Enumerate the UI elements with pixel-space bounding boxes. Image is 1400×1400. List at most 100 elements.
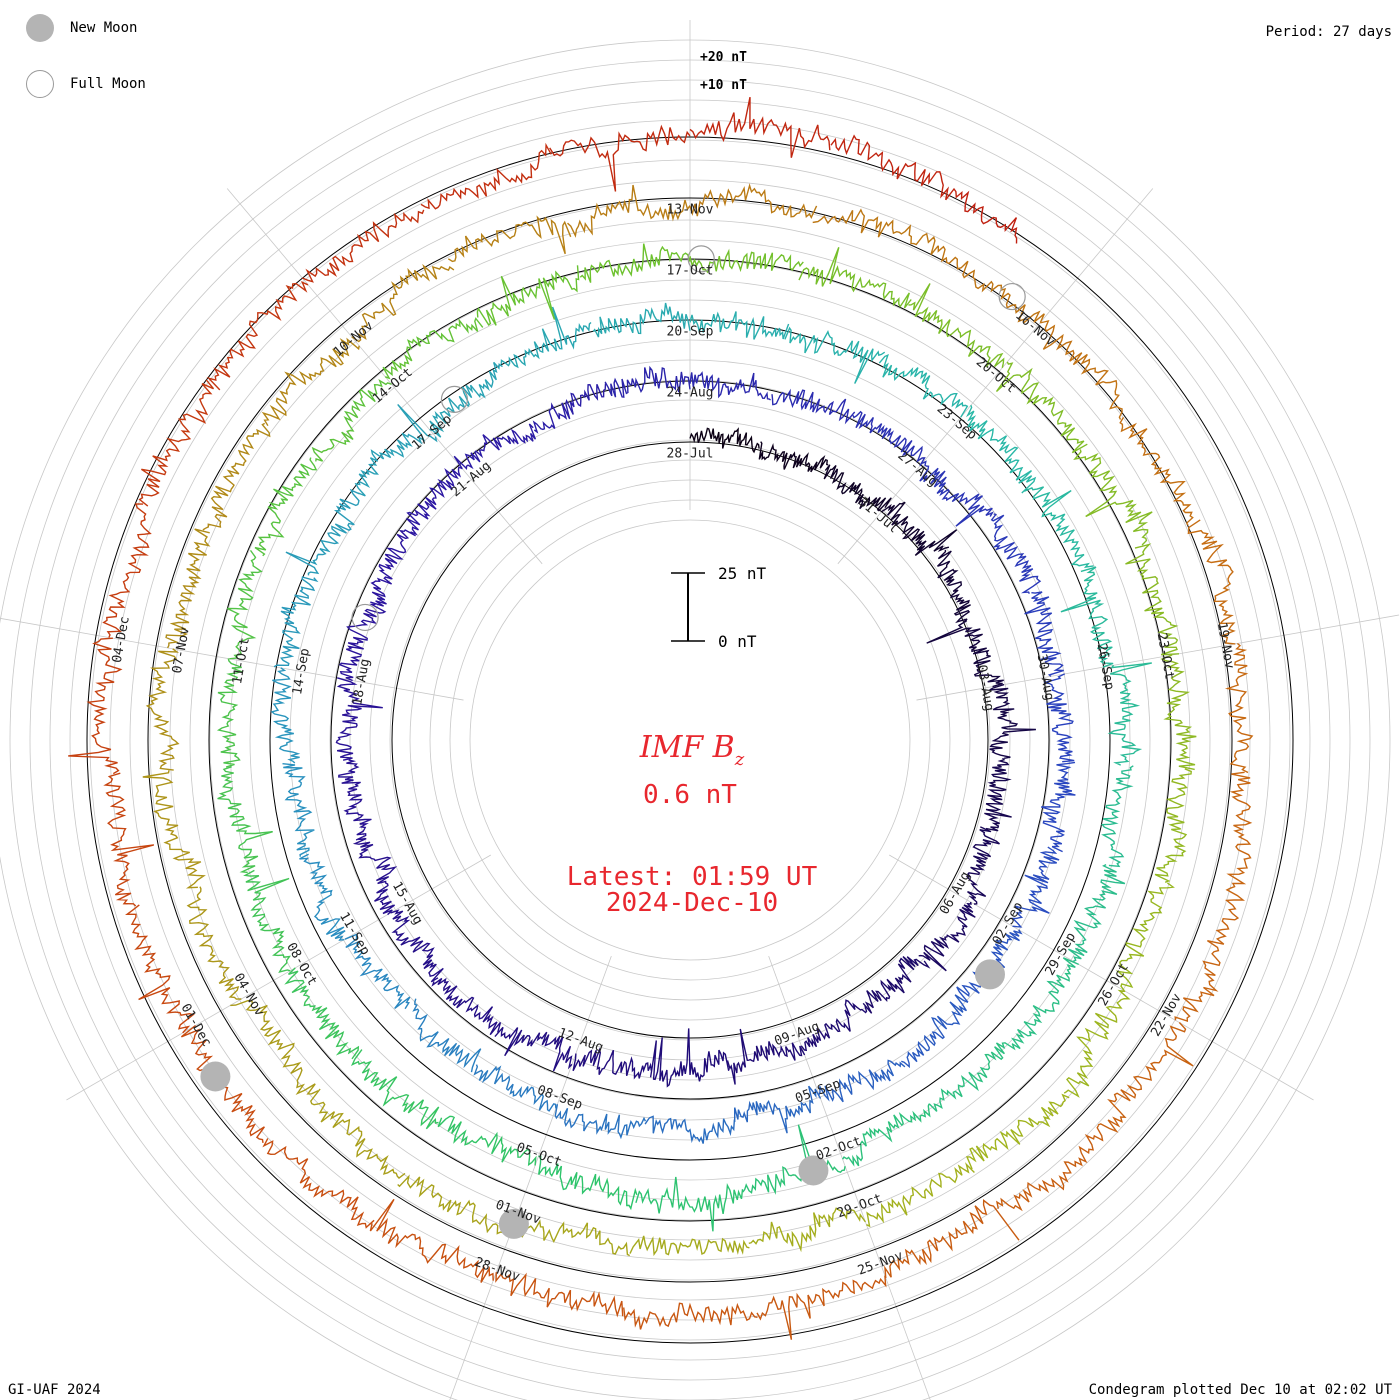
date-label-28: 20-Oct	[973, 355, 1019, 397]
series-segment-93	[748, 1207, 866, 1253]
series-segment-26	[604, 365, 691, 398]
series-segment-58	[1024, 486, 1094, 569]
series-segment-34	[1041, 761, 1076, 853]
series-segment-126	[125, 904, 195, 1034]
series-segment-43	[412, 998, 482, 1073]
ring-label-10: +10 nT	[700, 78, 747, 93]
full-moon-icon	[26, 70, 54, 98]
series-segment-24	[453, 423, 537, 471]
series-segment-92	[866, 1162, 975, 1228]
zero-circle-4	[147, 197, 1233, 1283]
series-segment-132	[302, 209, 425, 283]
date-label-40: 25-Nov	[856, 1248, 905, 1278]
moon-markers	[200, 245, 1026, 1239]
series-segment-47	[270, 667, 301, 764]
series-segment-20	[335, 677, 383, 761]
series-segment-88	[1154, 768, 1192, 883]
date-label-10: 27-Aug	[895, 448, 941, 490]
scale-bottom-label: 0 nT	[718, 632, 757, 651]
date-label-18: 20-Sep	[667, 325, 714, 340]
series-segment-40	[644, 1115, 736, 1144]
date-label-21: 29-Sep	[1043, 930, 1080, 978]
series-segment-11	[800, 999, 868, 1052]
current-value: 0.6 nT	[643, 780, 737, 810]
series-segment-46	[282, 763, 315, 857]
date-label-19: 23-Sep	[934, 401, 980, 443]
series-segment-21	[338, 603, 387, 682]
series-segment-94	[629, 1235, 750, 1257]
date-label-29: 23-Oct	[1154, 632, 1177, 681]
series-segment-67	[635, 1176, 744, 1232]
grid-spoke-3	[888, 854, 1314, 1101]
center-title: IMF Bz	[639, 730, 745, 770]
series-segment-115	[1225, 771, 1253, 902]
series-segment-72	[243, 869, 291, 973]
legend-new-moon-label: New Moon	[70, 20, 138, 36]
date-label-14: 08-Sep	[535, 1083, 584, 1113]
series-segment-108	[689, 183, 818, 219]
series-segment-50	[354, 404, 438, 497]
date-label-27: 17-Oct	[667, 264, 714, 279]
series-segment-90	[1063, 989, 1131, 1098]
series-segment-76	[254, 457, 318, 557]
series-segment-19	[338, 759, 372, 841]
grid-spoke-8	[226, 188, 543, 565]
grid-spoke-1	[837, 188, 1154, 565]
date-label-0: 28-Jul	[667, 447, 714, 462]
series-segment-122	[495, 1272, 624, 1318]
series-segment-61	[1100, 765, 1134, 868]
series-segment-100	[142, 770, 206, 889]
series-segment-63	[1010, 957, 1079, 1050]
series-segment-118	[996, 1125, 1104, 1212]
series-segment-131	[206, 280, 309, 391]
series-segment-79	[476, 265, 580, 326]
series-segment-2	[823, 464, 892, 512]
series-segment-102	[165, 528, 211, 649]
series-segment-45	[299, 853, 346, 941]
series-segment-110	[937, 245, 1045, 325]
series-layer	[68, 96, 1254, 1340]
series-segment-129	[102, 503, 152, 638]
new-moon-marker-0	[974, 959, 1005, 990]
series-segment-119	[884, 1198, 1020, 1279]
series-segment-5	[926, 620, 1004, 688]
series-segment-56	[878, 353, 969, 418]
series-segment-14	[572, 1047, 652, 1080]
series-segment-25	[532, 383, 607, 434]
date-label-38: 19-Nov	[1214, 621, 1237, 670]
series-segment-55	[784, 326, 886, 384]
series-segment-39	[734, 1085, 822, 1134]
date-label-43: 04-Dec	[110, 615, 133, 664]
series-segment-31	[990, 513, 1042, 594]
date-label-25: 11-Oct	[230, 636, 253, 685]
series-segment-97	[310, 1088, 406, 1179]
latest-time: Latest: 01:59 UT	[567, 862, 818, 892]
series-segment-60	[1107, 662, 1152, 766]
series-segment-106	[447, 215, 572, 263]
series-segment-33	[1044, 673, 1075, 763]
series-segment-101	[145, 648, 180, 771]
series-segment-10	[862, 955, 931, 1014]
series-segment-12	[726, 1028, 806, 1085]
series-segment-78	[382, 317, 484, 380]
date-label-16: 14-Sep	[290, 647, 313, 696]
full-moon-marker-1	[440, 385, 469, 413]
series-segment-1	[758, 441, 829, 473]
legend-full-moon-label: Full Moon	[70, 76, 146, 92]
series-segment-29	[852, 410, 926, 467]
full-moon-marker-0	[351, 603, 379, 632]
ring-label-20: +20 nT	[700, 50, 747, 65]
full-moon-marker-2	[687, 245, 715, 273]
grid-rings	[0, 39, 1391, 1400]
date-label-36: 13-Nov	[667, 203, 714, 218]
grid-spoke-5	[449, 955, 612, 1400]
series-segment-124	[262, 1138, 375, 1229]
series-segment-85	[1073, 449, 1153, 546]
series-segment-127	[103, 772, 154, 907]
series-segment-133	[420, 142, 552, 210]
full-moon-marker-3	[998, 282, 1026, 311]
series-segment-0	[689, 427, 760, 454]
series-segment-15	[494, 1026, 573, 1072]
series-segment-38	[818, 1059, 906, 1103]
